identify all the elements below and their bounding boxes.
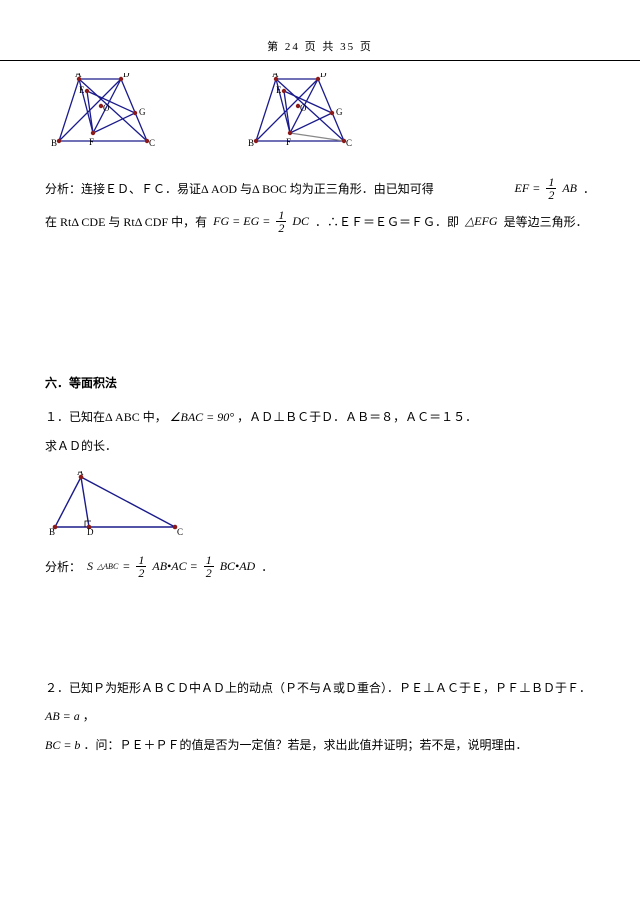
figures-row: A D B C E F O G bbox=[45, 73, 595, 148]
problem-2-line2: BC = b ．问：ＰＥ＋ＰＦ的值是否为一定值？若是，求出此值并证明；若不是，说… bbox=[45, 731, 595, 760]
svg-text:E: E bbox=[276, 85, 282, 95]
section-6-title: 六．等面积法 bbox=[45, 374, 595, 391]
line2-suffix: ．∴ＥＦ＝ＥＧ＝ＦＧ．即 bbox=[315, 213, 459, 230]
svg-text:E: E bbox=[79, 85, 85, 95]
analysis-formula: 分析： S △ABC = 12 AB•AC = 12 BC•AD ． bbox=[45, 554, 595, 579]
p1-l1a: １．已知在Δ ABC 中， bbox=[45, 410, 167, 424]
analysis-line1: 分析：连接ＥＤ、ＦＣ．易证Δ AOD 与Δ BOC 均为正三角形．由已知可得 E… bbox=[45, 176, 595, 201]
svg-text:D: D bbox=[87, 527, 94, 536]
fraction-half-3: 12 bbox=[136, 554, 146, 579]
svg-text:O: O bbox=[300, 103, 307, 113]
p2-ab: AB = a bbox=[45, 709, 80, 723]
svg-text:B: B bbox=[51, 138, 57, 148]
svg-text:D: D bbox=[123, 73, 130, 79]
figure-left: A D B C E F O G bbox=[49, 73, 161, 148]
analysis-label: 分析： bbox=[45, 558, 81, 575]
svg-text:A: A bbox=[77, 471, 84, 477]
fg-rhs: DC bbox=[292, 214, 309, 229]
analysis-prefix: 分析：连接ＥＤ、ＦＣ．易证Δ AOD 与Δ BOC 均为正三角形．由已知可得 bbox=[45, 180, 434, 197]
svg-text:C: C bbox=[346, 138, 352, 148]
svg-text:G: G bbox=[336, 107, 343, 117]
svg-text:F: F bbox=[286, 137, 291, 147]
analysis-line2: 在 RtΔ CDE 与 RtΔ CDF 中，有 FG = EG = 12 DC … bbox=[45, 209, 595, 234]
line2-end: 是等边三角形． bbox=[504, 213, 588, 230]
p1-l1b: ，ＡＤ⊥ＢＣ于Ｄ．ＡＢ＝８，ＡＣ＝１５． bbox=[237, 410, 477, 424]
svg-text:F: F bbox=[89, 137, 94, 147]
fraction-half-2: 12 bbox=[276, 209, 286, 234]
s-mid1: AB•AC = bbox=[152, 559, 197, 574]
ef-eq: EF = bbox=[515, 181, 541, 196]
s-label: S bbox=[87, 559, 93, 574]
figure-right: A D B C E F O G bbox=[246, 73, 358, 148]
ef-rhs: AB bbox=[562, 181, 577, 196]
svg-text:A: A bbox=[75, 73, 82, 79]
svg-text:O: O bbox=[103, 103, 110, 113]
p2-a: ２．已知Ｐ为矩形ＡＢＣＤ中ＡＤ上的动点（Ｐ不与Ａ或Ｄ重合）．ＰＥ⊥ＡＣ于Ｅ，ＰＦ… bbox=[45, 681, 591, 695]
line2-prefix: 在 RtΔ CDE 与 RtΔ CDF 中，有 bbox=[45, 213, 207, 230]
svg-text:C: C bbox=[149, 138, 155, 148]
fraction-half-4: 12 bbox=[204, 554, 214, 579]
p2-bc: BC = b bbox=[45, 738, 80, 752]
problem-1-line1: １．已知在Δ ABC 中， ∠BAC = 90° ，ＡＤ⊥ＢＣ于Ｄ．ＡＢ＝８，Ａ… bbox=[45, 403, 595, 432]
problem-2-line1: ２．已知Ｐ为矩形ＡＢＣＤ中ＡＤ上的动点（Ｐ不与Ａ或Ｄ重合）．ＰＥ⊥ＡＣ于Ｅ，ＰＦ… bbox=[45, 674, 595, 732]
period2: ． bbox=[261, 558, 273, 575]
triangle-figure: A B D C bbox=[47, 471, 595, 540]
p2-b: ．问：ＰＥ＋ＰＦ的值是否为一定值？若是，求出此值并证明；若不是，说明理由． bbox=[83, 738, 527, 752]
s-mid2: BC•AD bbox=[220, 559, 256, 574]
page-number: 第 24 页 共 35 页 bbox=[267, 41, 373, 53]
s-sub: △ABC bbox=[97, 562, 118, 571]
p2-comma: ， bbox=[83, 709, 95, 723]
fraction-half-1: 12 bbox=[546, 176, 556, 201]
svg-text:B: B bbox=[49, 527, 55, 536]
svg-text:D: D bbox=[320, 73, 327, 79]
svg-text:A: A bbox=[272, 73, 279, 79]
svg-text:C: C bbox=[177, 527, 183, 536]
fg-eq: FG = EG = bbox=[213, 214, 270, 229]
page-content: A D B C E F O G bbox=[0, 61, 640, 772]
svg-text:G: G bbox=[139, 107, 146, 117]
problem-1-line2: 求ＡＤ的长． bbox=[45, 432, 595, 461]
svg-text:B: B bbox=[248, 138, 254, 148]
p1-angle: ∠BAC = 90° bbox=[170, 410, 234, 424]
period1: ． bbox=[583, 180, 595, 197]
triangle-efg: △EFG bbox=[465, 214, 498, 229]
s-eq1: = bbox=[122, 559, 130, 574]
